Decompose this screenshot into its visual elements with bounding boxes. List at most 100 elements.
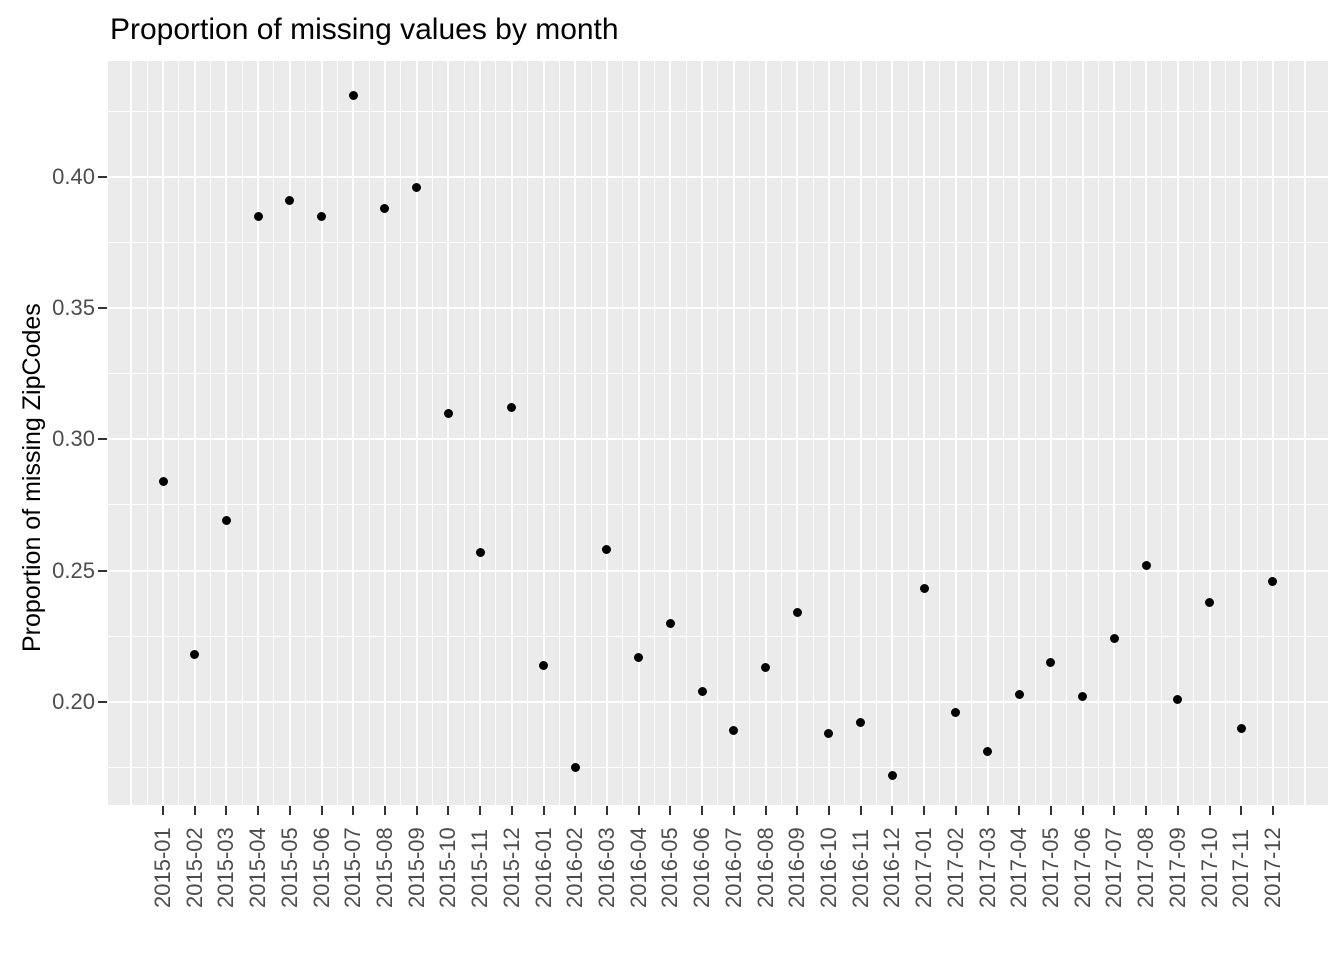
gridline-major-x <box>1176 61 1179 805</box>
x-tick <box>954 806 957 815</box>
data-point <box>1236 723 1246 733</box>
data-point <box>412 182 422 192</box>
y-tick <box>98 700 107 703</box>
gridline-major-x <box>986 61 989 805</box>
data-point <box>1109 634 1119 644</box>
gridline-minor-y <box>108 373 1328 375</box>
x-tick <box>415 806 418 815</box>
gridline-minor-y <box>108 241 1328 243</box>
gridline-major-x <box>257 61 260 805</box>
chart-title: Proportion of missing values by month <box>110 13 619 46</box>
x-tick-label: 2016-04 <box>625 827 651 908</box>
x-tick <box>1018 806 1021 815</box>
gridline-minor-x <box>812 61 814 805</box>
data-point <box>761 663 771 673</box>
gridline-minor-x <box>622 61 624 805</box>
gridline-major-x <box>130 61 133 805</box>
gridline-major-x <box>225 61 228 805</box>
gridline-minor-x <box>527 61 529 805</box>
gridline-minor-x <box>432 61 434 805</box>
data-point <box>1014 689 1024 699</box>
gridline-major-y <box>108 175 1328 178</box>
gridline-major-x <box>320 61 323 805</box>
x-tick-label: 2017-02 <box>942 827 968 908</box>
x-tick <box>352 806 355 815</box>
x-tick <box>257 806 260 815</box>
gridline-major-x <box>891 61 894 805</box>
x-tick <box>447 806 450 815</box>
gridline-major-x <box>542 61 545 805</box>
data-point <box>158 476 168 486</box>
x-tick-label: 2017-08 <box>1133 827 1159 908</box>
gridline-major-x <box>447 61 450 805</box>
x-tick <box>574 806 577 815</box>
gridline-major-x <box>479 61 482 805</box>
gridline-major-y <box>108 569 1328 572</box>
gridline-minor-x <box>654 61 656 805</box>
gridline-minor-y <box>108 110 1328 112</box>
gridline-minor-x <box>1288 61 1290 805</box>
x-tick-label: 2017-11 <box>1228 828 1254 908</box>
gridline-major-x <box>1208 61 1211 805</box>
gridline-minor-x <box>178 61 180 805</box>
data-point <box>1046 658 1056 667</box>
x-tick-label: 2017-06 <box>1069 827 1095 908</box>
x-tick-label: 2017-01 <box>911 827 937 908</box>
gridline-major-x <box>701 61 704 805</box>
x-tick-label: 2015-11 <box>467 828 493 908</box>
x-tick-label: 2016-11 <box>847 828 873 908</box>
gridline-minor-y <box>108 635 1328 637</box>
gridline-major-x <box>669 61 672 805</box>
data-point <box>285 195 295 205</box>
x-tick-label: 2015-05 <box>276 827 302 908</box>
gridline-major-x <box>352 61 355 805</box>
x-tick-label: 2017-05 <box>1037 827 1063 908</box>
gridline-minor-x <box>463 61 465 805</box>
x-tick-label: 2015-12 <box>498 827 524 908</box>
x-tick-label: 2016-06 <box>689 827 715 908</box>
x-tick <box>479 806 482 815</box>
x-tick-label: 2017-07 <box>1101 827 1127 908</box>
gridline-minor-x <box>939 61 941 805</box>
gridline-major-x <box>605 61 608 805</box>
gridline-major-x <box>1145 61 1148 805</box>
gridline-major-x <box>732 61 735 805</box>
gridline-major-y <box>108 307 1328 309</box>
gridline-minor-x <box>717 61 719 805</box>
y-tick <box>98 175 107 178</box>
x-tick <box>288 806 291 815</box>
x-tick-label: 2015-02 <box>181 827 207 908</box>
plot-panel <box>108 61 1328 805</box>
x-tick <box>859 806 862 815</box>
data-point <box>1173 694 1183 704</box>
x-tick <box>1208 806 1211 815</box>
gridline-major-x <box>923 61 926 805</box>
gridline-minor-x <box>1256 61 1258 805</box>
x-tick <box>1145 806 1148 815</box>
x-tick <box>193 806 196 815</box>
x-tick-label: 2015-04 <box>245 827 271 908</box>
data-point <box>1205 597 1215 607</box>
gridline-minor-x <box>685 61 687 805</box>
x-tick-label: 2015-01 <box>150 827 175 908</box>
y-tick-label: 0.40 <box>52 163 95 189</box>
gridline-major-x <box>796 61 799 805</box>
gridline-minor-x <box>1224 61 1226 805</box>
x-tick <box>796 806 799 815</box>
y-tick-label: 0.30 <box>52 426 95 452</box>
gridline-major-x <box>1240 61 1243 805</box>
y-tick <box>98 438 107 441</box>
gridline-minor-y <box>108 504 1328 506</box>
y-tick <box>98 569 107 572</box>
data-point <box>792 608 802 618</box>
x-tick-label: 2015-09 <box>403 827 429 908</box>
x-tick <box>1081 806 1084 815</box>
gridline-major-x <box>1303 61 1306 805</box>
x-tick-label: 2016-03 <box>593 827 619 908</box>
gridline-minor-x <box>1129 61 1131 805</box>
data-point <box>348 90 358 100</box>
x-tick <box>225 806 228 815</box>
gridline-major-y <box>108 438 1328 441</box>
gridline-minor-x <box>210 61 212 805</box>
x-tick <box>637 806 640 815</box>
